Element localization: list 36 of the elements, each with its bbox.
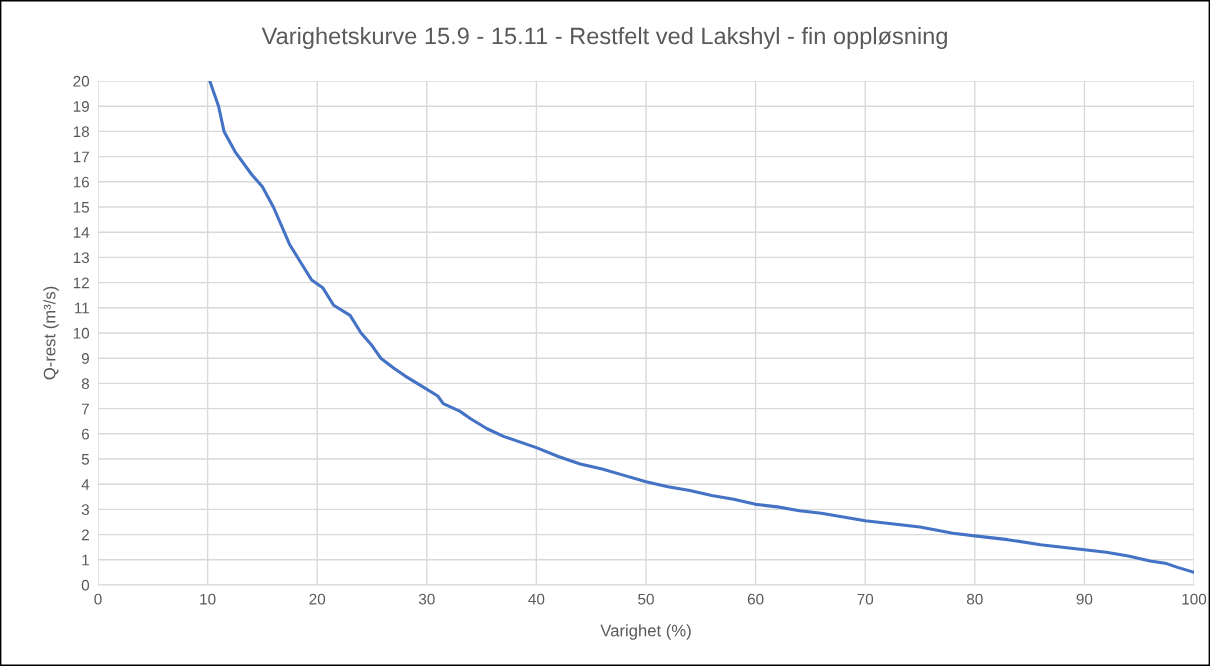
x-tick-label: 0 — [94, 593, 102, 605]
y-tick-label: 13 — [73, 252, 89, 264]
y-tick-label: 8 — [81, 378, 89, 390]
y-tick-label: 1 — [82, 554, 89, 566]
y-tick-label: 5 — [81, 454, 90, 465]
x-tick-label: 80 — [966, 593, 983, 605]
y-tick-label: 0 — [81, 579, 90, 591]
x-tick-label: 10 — [200, 593, 216, 605]
x-tick-label: 20 — [309, 593, 326, 605]
line-series — [208, 81, 1194, 574]
y-tick-label: 4 — [81, 479, 90, 490]
y-tick-label: 17 — [73, 151, 89, 163]
x-tick-label: 50 — [638, 593, 654, 605]
chart-title: Varighetskurve 15.9 - 15.11 - Restfelt ved Lakshyl - fin oppløsning — [261, 27, 947, 50]
y-tick-label: 7 — [81, 403, 89, 415]
y-tick-label: 20 — [73, 75, 90, 87]
y-tick-label: 6 — [81, 428, 89, 440]
x-tick-label: 70 — [857, 593, 874, 605]
y-tick-label: 15 — [73, 202, 90, 213]
x-tick-label: 60 — [747, 593, 764, 605]
y-tick-label: 16 — [73, 176, 89, 188]
y-tick-label: 10 — [73, 327, 90, 339]
x-axis-title: Varighet (%) — [600, 624, 691, 640]
y-tick-label: 3 — [81, 504, 89, 516]
x-tick-label: 90 — [1076, 593, 1093, 605]
y-tick-label: 2 — [81, 529, 89, 541]
x-tick-label: 40 — [528, 593, 545, 605]
y-tick-label: 9 — [81, 353, 89, 364]
y-axis-title: Q-rest (m³/s) — [43, 286, 59, 380]
x-tick-label: 100 — [1182, 593, 1207, 605]
x-tick-label: 30 — [418, 593, 435, 605]
y-tick-label: 11 — [74, 302, 89, 314]
y-tick-label: 18 — [73, 126, 89, 138]
y-tick-label: 12 — [73, 277, 89, 289]
y-tick-label: 19 — [73, 101, 89, 112]
y-tick-label: 14 — [73, 227, 90, 238]
